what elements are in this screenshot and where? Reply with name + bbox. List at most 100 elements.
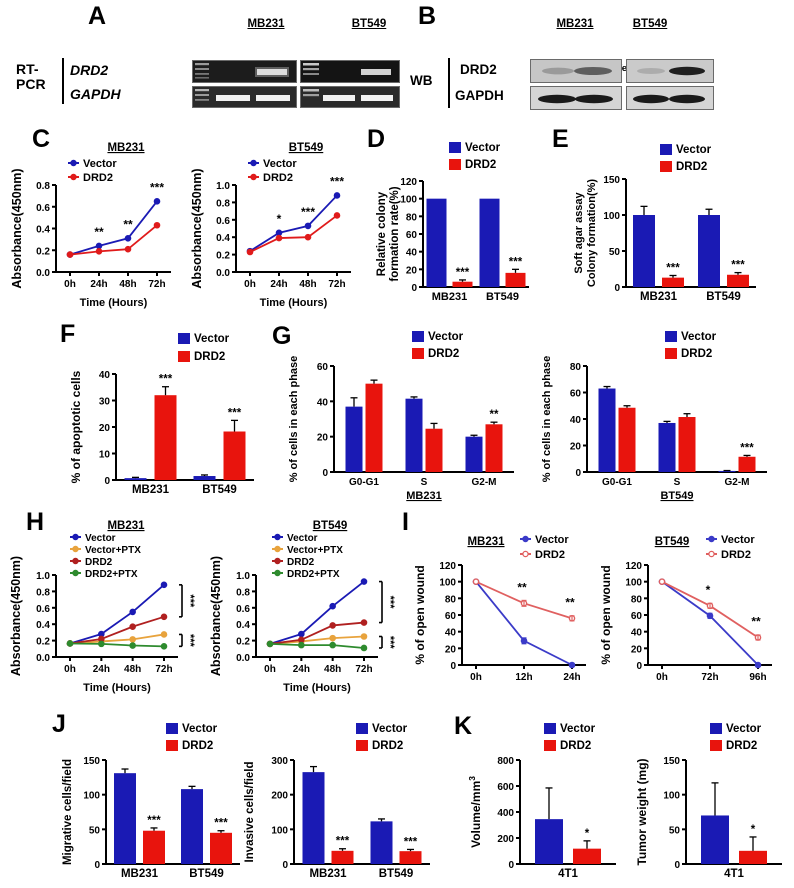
significance-marker: ***	[456, 267, 470, 279]
y-axis-label: Absorbance(450nm)	[190, 168, 204, 288]
data-point	[160, 581, 168, 589]
panel-a-group-mb231: MB231	[230, 14, 302, 32]
x-tick-label: 24h	[93, 664, 110, 675]
legend-swatch	[660, 144, 672, 155]
y-tick-label: 0.2	[216, 251, 230, 262]
y-axis-label: Absorbance(450nm)	[9, 556, 23, 676]
significance-marker: **	[565, 595, 575, 609]
legend-swatch	[178, 333, 190, 344]
legend-label: Vector	[263, 158, 297, 170]
y-tick-label: 0	[636, 661, 642, 672]
y-tick-label: 0	[450, 661, 456, 672]
panel-k: K 0 200 400 600 800 * 4T1 Volume/mm3 Vector DRD2 …	[440, 692, 794, 888]
x-tick-label: 48h	[299, 279, 316, 290]
bar	[223, 431, 246, 480]
y-tick-label: 20	[406, 265, 418, 276]
data-point	[329, 641, 336, 649]
data-point	[329, 622, 336, 629]
bar-chart: 0 100 200 300 *** MB231 *** BT549 Invasive cells…	[244, 723, 430, 880]
row-label-drd2: DRD2	[460, 62, 497, 77]
chart-title: MB231	[107, 520, 145, 532]
y-tick-label: 120	[439, 561, 456, 572]
data-point	[298, 636, 305, 644]
legend-swatch	[710, 740, 722, 751]
bar	[210, 832, 232, 864]
x-tick-label: 0h	[470, 672, 482, 683]
y-tick-label: 0	[614, 283, 620, 294]
chart-title: BT549	[289, 142, 324, 154]
legend-swatch	[544, 740, 556, 751]
method-line-2: PCR	[16, 76, 46, 92]
significance-marker: *	[751, 824, 756, 836]
chart-legend: Vector DRD2	[356, 723, 408, 752]
x-tick-label: 0h	[656, 672, 668, 683]
y-tick-label: 0.4	[36, 225, 50, 236]
legend-marker	[522, 550, 529, 558]
category-label: MB231	[432, 291, 467, 303]
legend-marker	[70, 173, 77, 181]
legend-label: Vector	[721, 534, 755, 546]
bar	[181, 789, 203, 864]
legend-marker	[522, 535, 529, 543]
significance-marker: *	[706, 583, 711, 597]
legend-label: DRD2	[263, 172, 293, 184]
panel-i: I MB231 0 20 40 60 80 100 120 0h 12h 24h ** ** % of o…	[400, 507, 794, 692]
y-axis-label: % of apoptotic cells	[69, 370, 83, 483]
bar-chart: 0 20 40 60 80 100 120 *** MB231 *** BT549 Relative …	[376, 142, 529, 303]
series-line	[69, 615, 165, 645]
y-tick-label: 0.4	[236, 620, 250, 631]
y-tick-label: 20	[99, 423, 111, 434]
y-tick-label: 300	[271, 756, 288, 767]
data-point	[298, 641, 305, 649]
series-line	[249, 214, 338, 253]
bar	[678, 417, 696, 472]
y-tick-label: 0	[411, 283, 417, 294]
y-axis-label: Colony formation(%)	[586, 179, 598, 287]
chart-legend: Vector DRD2	[412, 331, 464, 360]
bar-chart: 0 50 100 150 *** MB231 *** BT549 Soft agar assay…	[573, 144, 756, 303]
data-point	[304, 233, 312, 241]
method-divider	[62, 58, 64, 104]
legend-label: DRD2	[465, 159, 496, 171]
x-axis-label: Time (Hours)	[283, 682, 351, 694]
data-point	[124, 234, 132, 242]
y-axis-label: Volume/mm3	[467, 776, 483, 848]
panel-f: F 0 10 20 30 40 *** MB231 *** BT549 % of apoptoti…	[60, 312, 275, 507]
panel-h-label: H	[26, 508, 45, 536]
x-tick-label: 72h	[328, 279, 345, 290]
legend-label: DRD2	[85, 557, 113, 568]
y-tick-label: 20	[631, 644, 643, 655]
data-point	[153, 198, 161, 205]
legend-label: DRD2	[287, 557, 315, 568]
data-point	[333, 212, 341, 219]
panel-e: E 0 50 100 150 *** MB231 *** BT549 Soft agar ass…	[540, 125, 794, 310]
bar	[479, 198, 500, 287]
significance-marker: ***	[184, 634, 196, 648]
data-point	[129, 623, 136, 630]
legend-label: Vector	[676, 144, 712, 156]
chart-legend: Vector DRD2	[706, 534, 755, 561]
chart-legend: Vector DRD2	[660, 144, 712, 173]
bar-chart: 0 50 100 150 *** MB231 *** BT549 Migrative cells…	[62, 723, 240, 880]
panel-a: A MB231 BT549 Markers Vector DRD2 Marker…	[0, 0, 400, 125]
category-label: G0-G1	[602, 477, 632, 488]
bar	[505, 272, 526, 287]
category-label: BT549	[486, 291, 519, 303]
y-tick-label: 0.6	[216, 216, 230, 227]
data-point	[275, 234, 283, 242]
y-tick-label: 80	[445, 594, 457, 605]
panel-a-label: A	[88, 2, 107, 30]
legend-marker	[274, 533, 281, 541]
y-tick-label: 40	[406, 248, 418, 259]
gel-image-bt549-gapdh	[300, 86, 400, 108]
legend-label: DRD2	[182, 740, 213, 752]
legend-label: Vector	[428, 331, 464, 343]
data-point	[124, 245, 132, 253]
x-tick-label: 0h	[244, 279, 256, 290]
y-tick-label: 60	[406, 230, 418, 241]
y-tick-label: 20	[570, 442, 582, 453]
data-point	[160, 643, 168, 650]
significance-marker: ***	[384, 596, 396, 610]
panel-e-label: E	[552, 125, 569, 153]
panel-i-label: I	[402, 508, 409, 536]
